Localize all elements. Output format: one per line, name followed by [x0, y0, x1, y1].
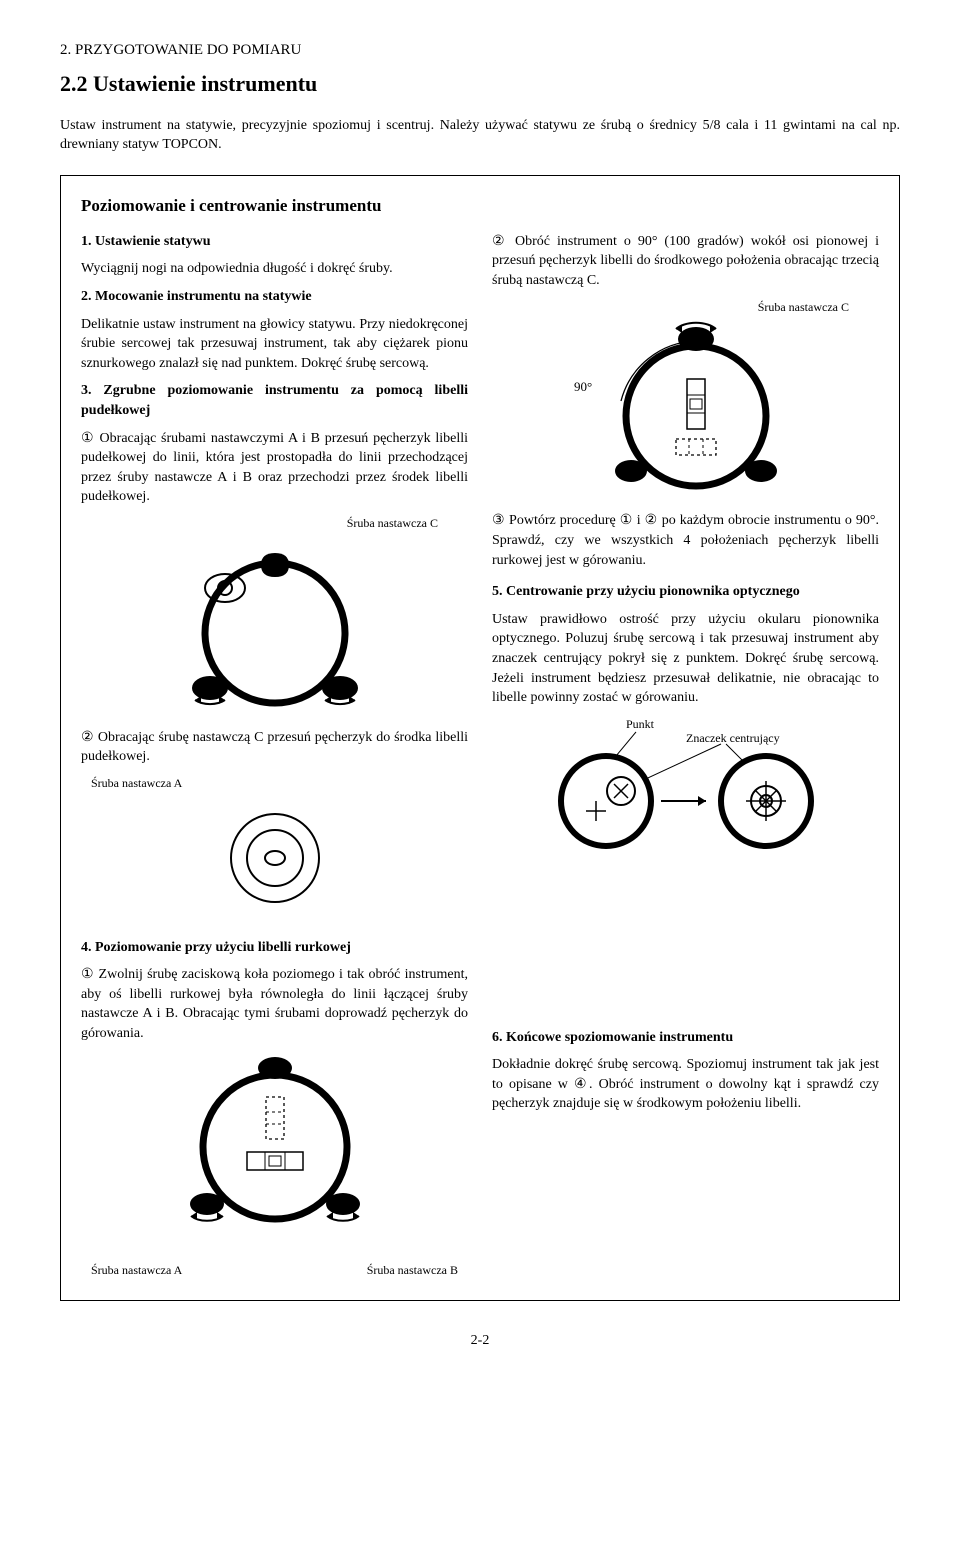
step2-body: Delikatnie ustaw instrument na głowicy s… [81, 315, 468, 374]
intro-text: Ustaw instrument na statywie, precyzyjni… [60, 116, 900, 155]
step3-title: 3. Zgrubne poziomowanie instrumentu za p… [81, 383, 468, 418]
box-title: Poziomowanie i centrowanie instrumentu [81, 194, 879, 218]
bottom-left: 4. Poziomowanie przy użyciu libelli rurk… [81, 938, 468, 1279]
screw-a-label: Śruba nastawcza A [91, 775, 468, 792]
figure-rotate-90: 90° [492, 321, 879, 501]
step3-2-body: ② Obracając śrubę nastawczą C przesuń pę… [81, 728, 468, 767]
screw-b-label-2: Śruba nastawcza B [367, 1262, 458, 1279]
technique-box: Poziomowanie i centrowanie instrumentu 1… [60, 175, 900, 1301]
screw-c-label-r: Śruba nastawcza C [492, 299, 849, 316]
step3-1-body: ① Obracając śrubami nastawczymi A i B pr… [81, 429, 468, 507]
page-footer: 2-2 [60, 1331, 900, 1351]
right-column: ② Obróć instrument o 90° (100 gradów) wo… [492, 232, 879, 928]
screw-c-label-top: Śruba nastawcza C [81, 515, 438, 532]
step5-title: 5. Centrowanie przy użyciu pionownika op… [492, 584, 800, 599]
figure-centering: Punkt Znaczek centrujący [492, 716, 879, 856]
step6-body: Dokładnie dokręć śrubę sercową. Spoziomu… [492, 1055, 879, 1114]
step1-body: Wyciągnij nogi na odpowiednia długość i … [81, 259, 468, 279]
step2-title: 2. Mocowanie instrumentu na statywie [81, 289, 312, 304]
section-number: 2. PRZYGOTOWANIE DO POMIARU [60, 40, 900, 61]
bottom-right: 6. Końcowe spoziomowanie instrumentu Dok… [492, 938, 879, 1279]
right-2-body: ② Obróć instrument o 90° (100 gradów) wo… [492, 232, 879, 291]
punkt-label: Punkt [626, 717, 655, 731]
screw-a-label-2: Śruba nastawcza A [91, 1262, 182, 1279]
figure-tube-level [81, 1052, 468, 1252]
step4-title: 4. Poziomowanie przy użyciu libelli rurk… [81, 940, 351, 955]
step6-title: 6. Końcowe spoziomowanie instrumentu [492, 1030, 733, 1045]
angle-label: 90° [574, 379, 592, 394]
right-3-body: ③ Powtórz procedurę ① i ② po każdym obro… [492, 511, 879, 570]
figure-level-1 [81, 538, 468, 718]
step1-title: 1. Ustawienie statywu [81, 234, 211, 249]
znaczek-label: Znaczek centrujący [686, 731, 780, 745]
figure-level-2 [81, 798, 468, 918]
step4-body: ① Zwolnij śrubę zaciskową koła poziomego… [81, 965, 468, 1043]
step5-body: Ustaw prawidłowo ostrość przy użyciu oku… [492, 610, 879, 708]
left-column: 1. Ustawienie statywu Wyciągnij nogi na … [81, 232, 468, 928]
heading-main: 2.2 Ustawienie instrumentu [60, 69, 900, 100]
